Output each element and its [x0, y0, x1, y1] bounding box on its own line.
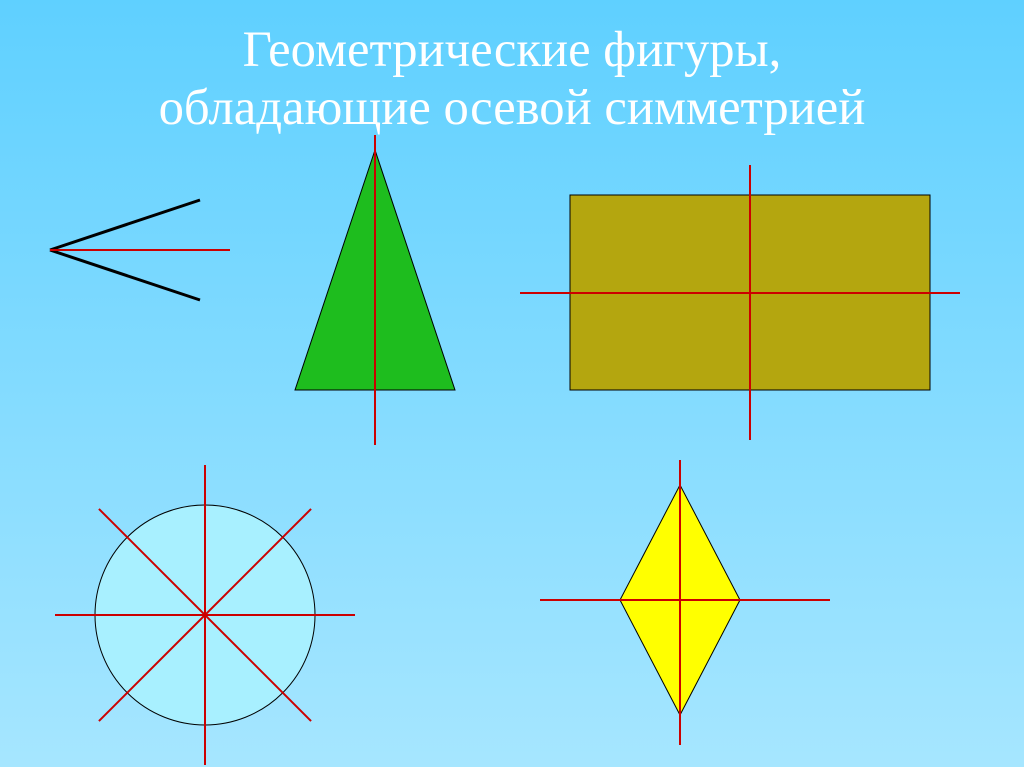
circle-shape: [55, 465, 355, 765]
title-line-1: Геометрические фигуры,: [0, 20, 1024, 78]
title-line-2: обладающие осевой симметрией: [0, 78, 1024, 136]
slide: Геометрические фигуры, обладающие осевой…: [0, 0, 1024, 767]
slide-title: Геометрические фигуры, обладающие осевой…: [0, 20, 1024, 137]
